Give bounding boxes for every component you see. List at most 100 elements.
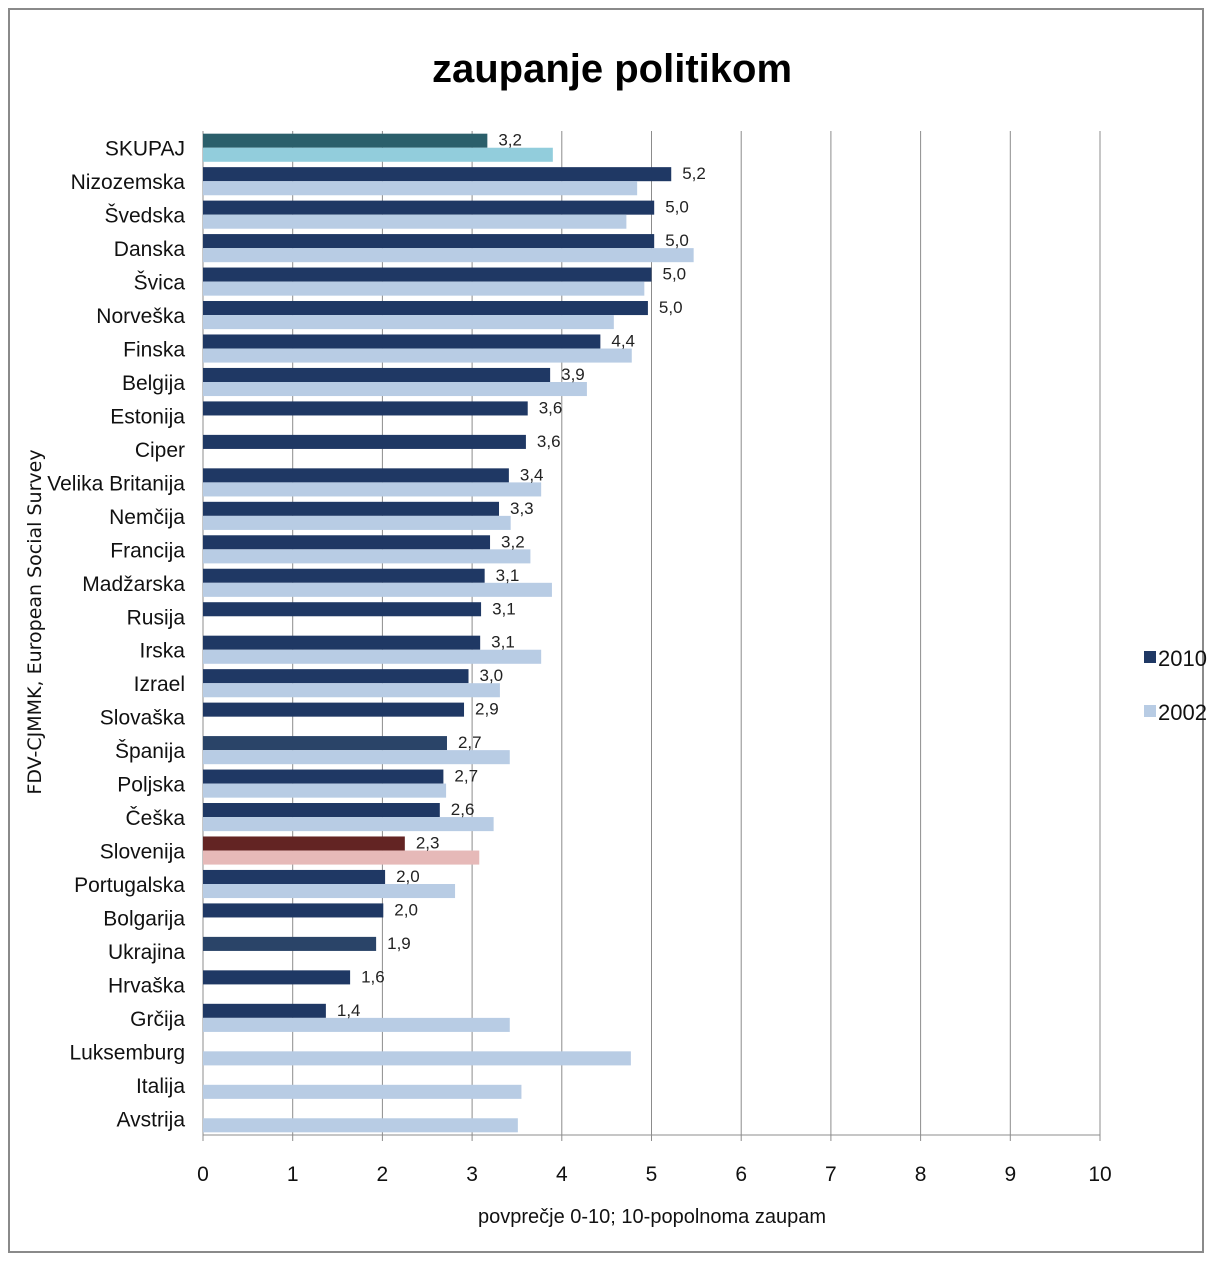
category-label: Hrvaška (108, 974, 185, 997)
x-tick-label: 2 (377, 1163, 389, 1186)
x-tick-labels: 0 1 2 3 4 5 6 7 8 9 10 (197, 1163, 1112, 1186)
x-tick-label: 1 (287, 1163, 299, 1186)
bar-2002 (203, 850, 480, 865)
x-tick-label: 6 (735, 1163, 747, 1186)
x-tick-label: 8 (915, 1163, 927, 1186)
category-label: Češka (125, 807, 185, 830)
bar-2002 (203, 817, 494, 832)
data-label: 4,4 (611, 332, 635, 351)
category-label: Belgija (122, 372, 185, 395)
category-label: Španija (115, 740, 185, 763)
bar-2010 (203, 234, 655, 249)
category-label: Francija (110, 539, 185, 562)
bar-2010 (203, 133, 488, 148)
data-label: 3,2 (501, 532, 525, 551)
bar-2010 (203, 970, 351, 985)
bar-2010 (203, 434, 526, 449)
legend-label: 2010 (1158, 646, 1207, 671)
bar-2002 (203, 1051, 631, 1066)
category-label: Finska (123, 339, 185, 362)
bar-2010 (203, 301, 648, 316)
category-label: Danska (114, 238, 186, 261)
bar-2010 (203, 535, 491, 550)
bar-2002 (203, 348, 632, 363)
x-tick-label: 7 (825, 1163, 837, 1186)
category-label: Rusija (127, 606, 186, 629)
bar-2002 (203, 649, 542, 664)
data-labels: 3,2 5,2 5,0 5,0 5,0 5,0 4,4 3,9 3,6 3,6 3,4 3,3 3,2 3… (337, 131, 706, 1020)
data-label: 5,0 (665, 198, 689, 217)
category-label: Portugalska (74, 874, 185, 897)
bar-2010 (203, 936, 377, 951)
bar-2002 (203, 515, 511, 530)
bar-2002 (203, 1118, 518, 1133)
category-label: Luksemburg (69, 1041, 185, 1064)
source-label: FDV-CJMMK, European Social Survey (24, 449, 46, 794)
data-label: 2,9 (475, 700, 499, 719)
legend-swatch (1144, 705, 1156, 717)
bar-2010 (203, 1003, 326, 1018)
data-label: 5,0 (663, 265, 687, 284)
category-label: SKUPAJ (105, 138, 185, 161)
bar-2002 (203, 214, 627, 229)
bar-2010 (203, 903, 384, 918)
legend: 2010 2002 (1144, 646, 1207, 725)
data-label: 2,0 (396, 867, 420, 886)
bar-2010 (203, 468, 509, 483)
data-label: 3,6 (537, 432, 561, 451)
data-label: 1,9 (387, 934, 411, 953)
bar-2002 (203, 147, 553, 162)
data-label: 2,3 (416, 834, 440, 853)
legend-swatch (1144, 651, 1156, 663)
category-label: Slovaška (100, 707, 186, 730)
x-axis-title: povprečje 0-10; 10-popolnoma zaupam (478, 1206, 826, 1228)
bar-2010 (203, 635, 481, 650)
category-label: Švedska (104, 205, 185, 228)
bar-2010 (203, 501, 500, 516)
data-label: 3,1 (491, 633, 515, 652)
bar-2002 (203, 549, 531, 564)
chart-title: zaupanje politikom (432, 47, 792, 91)
bar-2010 (203, 669, 469, 684)
category-label: Estonija (110, 405, 185, 428)
category-label: Bolgarija (103, 907, 185, 930)
gridlines (202, 131, 1101, 1141)
data-label: 5,2 (682, 164, 706, 183)
bar-2010 (203, 836, 405, 851)
category-label: Poljska (117, 774, 185, 797)
data-label: 3,4 (520, 465, 544, 484)
bars (203, 133, 694, 1133)
bar-2002 (203, 750, 510, 765)
category-label: Slovenija (100, 841, 186, 864)
bar-2010 (203, 167, 672, 182)
x-tick-label: 0 (197, 1163, 209, 1186)
category-labels: SKUPAJ Nizozemska Švedska Danska Švica Norveš… (47, 138, 185, 1132)
data-label: 3,9 (561, 365, 585, 384)
category-label: Ukrajina (108, 941, 185, 964)
data-label: 2,0 (394, 900, 418, 919)
bar-2002 (203, 1084, 522, 1099)
bar-2010 (203, 602, 482, 617)
data-label: 5,0 (659, 298, 683, 317)
bar-2010 (203, 568, 485, 583)
category-label: Grčija (130, 1008, 185, 1031)
bar-2010 (203, 334, 601, 349)
category-label: Nizozemska (71, 171, 186, 194)
bar-2010 (203, 736, 447, 751)
bar-2002 (203, 482, 542, 497)
bar-2002 (203, 582, 552, 597)
bar-2002 (203, 783, 447, 798)
bar-2002 (203, 382, 587, 397)
category-label: Nemčija (109, 506, 185, 529)
data-label: 3,0 (480, 666, 504, 685)
bar-2002 (203, 683, 500, 698)
category-label: Izrael (134, 673, 185, 696)
category-label: Avstrija (117, 1108, 186, 1131)
bar-2010 (203, 401, 528, 416)
data-label: 3,6 (539, 398, 563, 417)
data-label: 3,2 (498, 131, 522, 150)
x-tick-label: 3 (466, 1163, 478, 1186)
data-label: 1,6 (361, 967, 385, 986)
data-label: 5,0 (665, 231, 689, 250)
legend-label: 2002 (1158, 700, 1207, 725)
